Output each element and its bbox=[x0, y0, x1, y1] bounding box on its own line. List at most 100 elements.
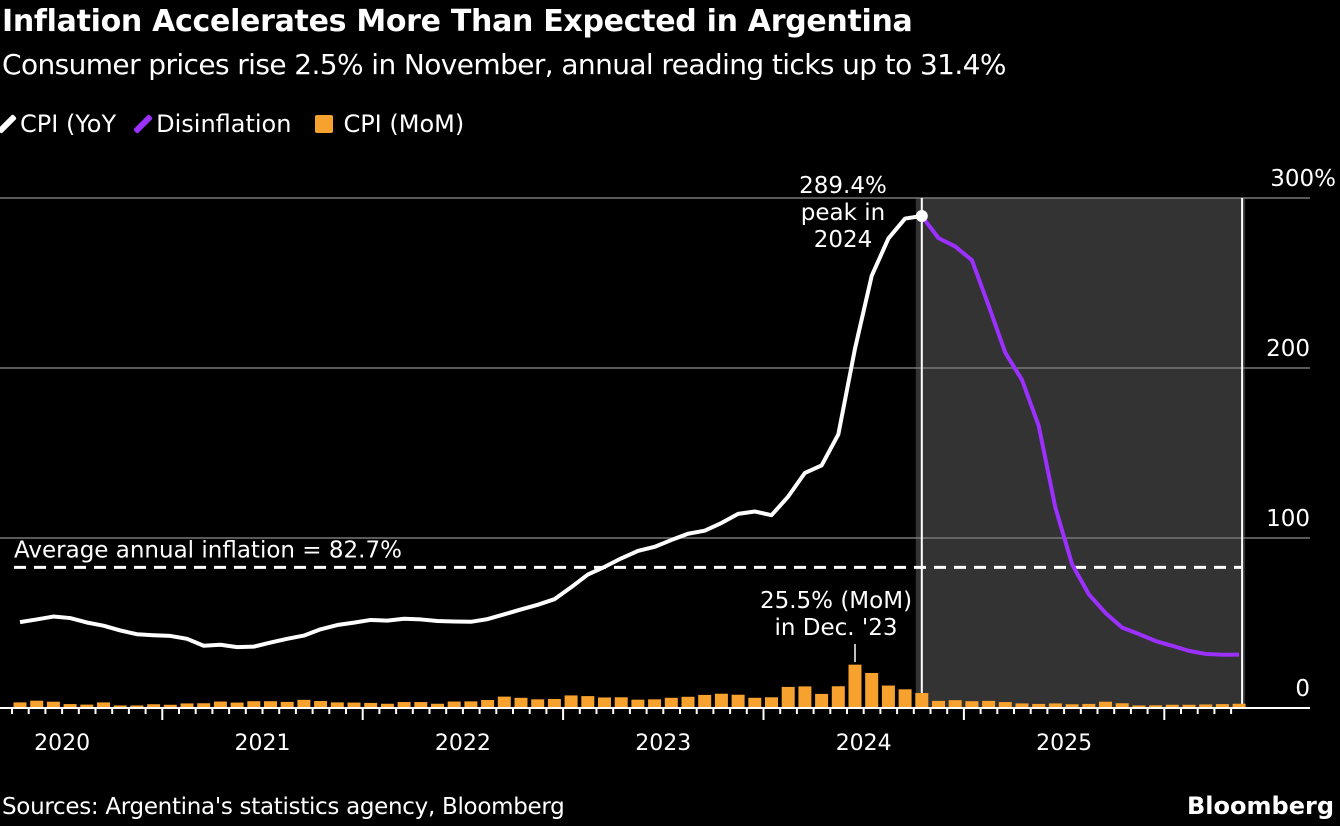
bar-cpi-mom bbox=[547, 698, 561, 708]
bar-cpi-mom bbox=[13, 702, 27, 708]
bar-cpi-mom bbox=[1032, 703, 1046, 708]
bar-cpi-mom bbox=[648, 699, 662, 708]
bar-cpi-mom bbox=[213, 701, 227, 708]
bar-cpi-mom bbox=[698, 694, 712, 708]
x-tick-label: 2025 bbox=[1036, 731, 1092, 756]
bar-cpi-mom bbox=[714, 693, 728, 708]
bar-cpi-mom bbox=[815, 693, 829, 708]
y-tick-label: 300% bbox=[1270, 166, 1336, 192]
bar-cpi-mom bbox=[414, 702, 428, 708]
legend-label: CPI (MoM) bbox=[343, 110, 465, 138]
bar-cpi-mom bbox=[781, 686, 795, 708]
bar-cpi-mom bbox=[397, 702, 411, 708]
bar-cpi-mom bbox=[1065, 704, 1079, 708]
bar-cpi-mom bbox=[1115, 703, 1129, 708]
shaded-disinflation-region bbox=[915, 198, 1246, 708]
bar-cpi-mom bbox=[264, 701, 277, 708]
bar-cpi-mom bbox=[147, 704, 161, 708]
bar-cpi-mom bbox=[1215, 704, 1229, 708]
bar-cpi-mom bbox=[1165, 704, 1179, 708]
legend-label: Disinflation bbox=[156, 110, 292, 138]
bar-cpi-mom bbox=[297, 699, 311, 708]
bar-cpi-mom bbox=[464, 701, 478, 708]
bar-cpi-mom bbox=[881, 685, 895, 708]
bar-cpi-mom bbox=[598, 697, 611, 708]
bar-cpi-mom bbox=[915, 693, 929, 708]
bar-cpi-mom bbox=[380, 703, 394, 708]
legend-item-disinflation: Disinflation bbox=[133, 110, 292, 138]
mom-peak-annotation: in Dec. '23 bbox=[775, 615, 898, 641]
bar-cpi-mom bbox=[1132, 705, 1146, 708]
bar-cpi-mom bbox=[1199, 704, 1213, 708]
legend-label: CPI (YoY bbox=[20, 110, 117, 138]
bar-cpi-mom bbox=[230, 702, 244, 708]
bar-cpi-mom bbox=[748, 697, 762, 708]
bar-cpi-mom bbox=[731, 694, 745, 708]
bar-cpi-mom bbox=[1182, 704, 1196, 708]
bar-cpi-mom bbox=[865, 672, 879, 708]
bar-cpi-mom bbox=[280, 701, 294, 708]
bar-cpi-mom bbox=[63, 704, 77, 708]
bar-cpi-mom bbox=[1099, 701, 1112, 708]
bar-cpi-mom bbox=[898, 689, 912, 708]
source-note: Sources: Argentina's statistics agency, … bbox=[2, 794, 565, 820]
bar-cpi-mom bbox=[364, 702, 378, 708]
peak-annotation: peak in bbox=[801, 200, 885, 226]
bar-cpi-mom bbox=[130, 705, 144, 708]
y-tick-label: 100 bbox=[1266, 506, 1310, 532]
y-tick-label: 0 bbox=[1295, 676, 1310, 702]
bar-cpi-mom bbox=[831, 686, 845, 708]
bar-cpi-mom bbox=[314, 701, 328, 708]
bar-cpi-mom bbox=[581, 696, 595, 708]
bar-cpi-mom bbox=[163, 704, 177, 708]
bar-cpi-mom bbox=[1048, 703, 1062, 708]
peak-marker bbox=[915, 210, 928, 223]
bar-cpi-mom bbox=[848, 664, 862, 708]
chart-title: Inflation Accelerates More Than Expected… bbox=[2, 4, 913, 39]
bar-cpi-mom bbox=[180, 703, 194, 708]
bar-cpi-mom bbox=[765, 697, 778, 708]
bar-cpi-mom bbox=[30, 700, 44, 708]
bar-cpi-mom bbox=[564, 695, 578, 708]
legend: CPI (YoY Disinflation CPI (MoM) bbox=[0, 110, 464, 138]
bar-cpi-mom bbox=[447, 701, 461, 708]
bar-cpi-mom bbox=[497, 696, 511, 708]
bar-cpi-mom bbox=[347, 702, 361, 708]
bar-cpi-mom bbox=[681, 696, 695, 708]
legend-item-cpi-mom: CPI (MoM) bbox=[315, 110, 464, 138]
square-swatch-icon bbox=[315, 115, 334, 133]
bar-cpi-mom bbox=[998, 702, 1012, 708]
bar-cpi-mom bbox=[614, 697, 628, 708]
x-tick-label: 2023 bbox=[635, 731, 691, 756]
average-reference-label: Average annual inflation = 82.7% bbox=[14, 537, 402, 563]
line-disinflation bbox=[920, 214, 1240, 657]
line-cpi-yoy bbox=[19, 214, 923, 650]
bar-cpi-mom bbox=[481, 700, 495, 708]
bar-cpi-mom bbox=[431, 703, 444, 708]
legend-item-cpi-yoy: CPI (YoY bbox=[0, 110, 117, 138]
bloomberg-logo: Bloomberg bbox=[1187, 792, 1334, 820]
bar-cpi-mom bbox=[948, 700, 962, 708]
bar-cpi-mom bbox=[247, 701, 261, 708]
bar-cpi-mom bbox=[932, 700, 945, 708]
bar-cpi-mom bbox=[197, 703, 211, 708]
bar-cpi-mom bbox=[46, 701, 60, 708]
bar-cpi-mom bbox=[982, 700, 996, 708]
bar-cpi-mom bbox=[664, 697, 678, 708]
y-tick-label: 200 bbox=[1266, 336, 1310, 362]
bar-cpi-mom bbox=[531, 699, 545, 708]
mom-peak-annotation: 25.5% (MoM) bbox=[760, 588, 912, 614]
bar-cpi-mom bbox=[514, 697, 528, 708]
bar-cpi-mom bbox=[798, 686, 812, 708]
bar-cpi-mom bbox=[97, 702, 110, 708]
bar-cpi-mom bbox=[113, 705, 127, 708]
bar-cpi-mom bbox=[80, 704, 94, 708]
peak-annotation: 289.4% bbox=[799, 173, 887, 199]
peak-annotation: 2024 bbox=[814, 227, 873, 253]
x-tick-label: 2021 bbox=[235, 731, 291, 756]
bar-cpi-mom bbox=[1015, 703, 1029, 708]
bar-cpi-mom bbox=[1232, 703, 1246, 708]
bar-cpi-mom bbox=[1149, 705, 1163, 708]
bar-cpi-mom bbox=[965, 701, 979, 708]
